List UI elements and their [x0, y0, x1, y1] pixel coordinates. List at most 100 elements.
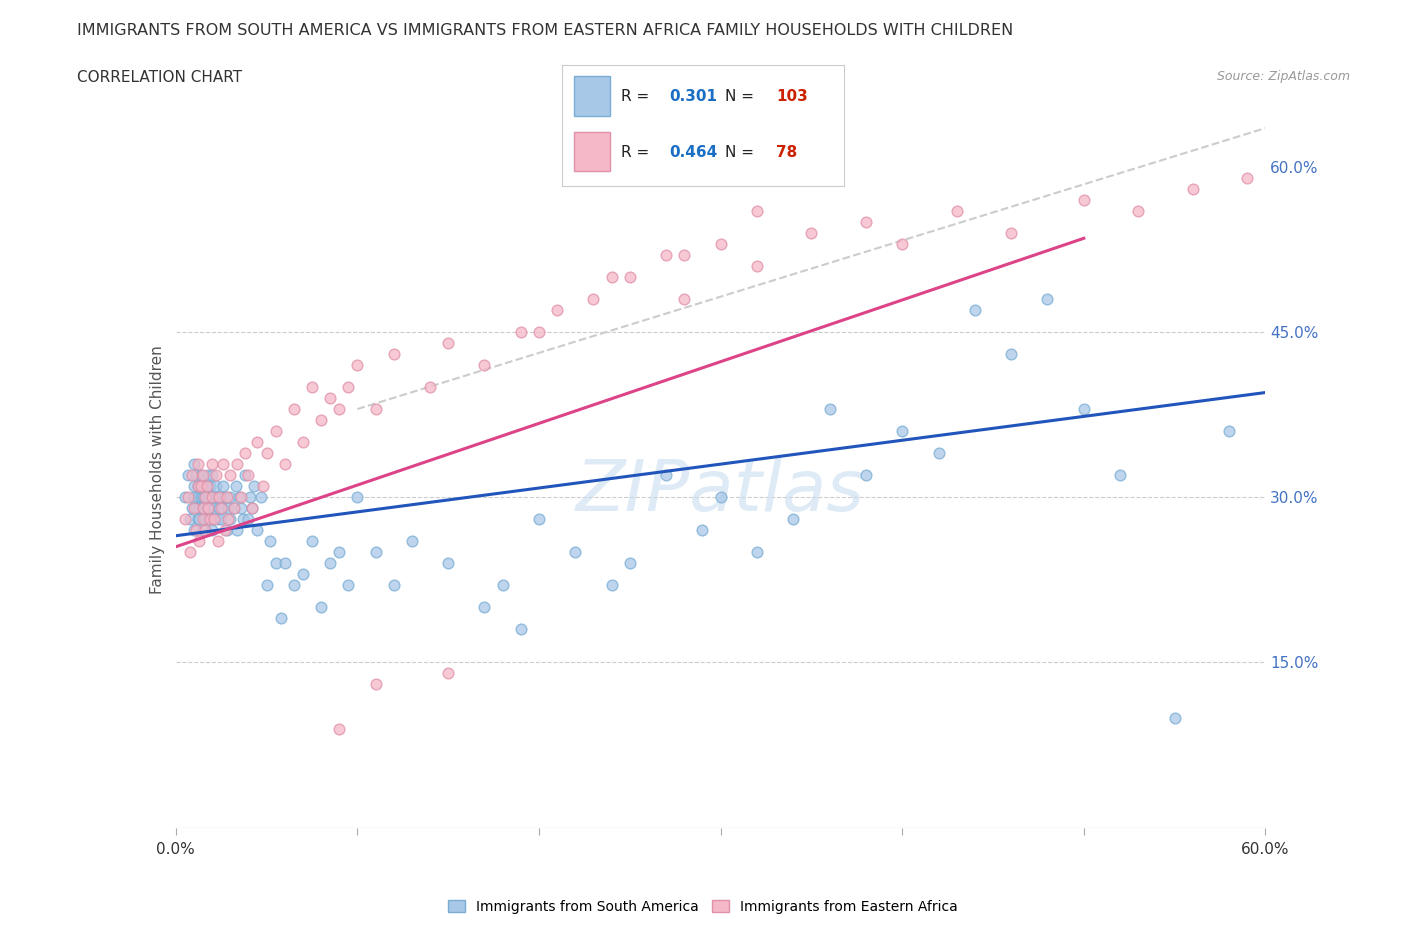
Point [188, 500, 211, 515]
Point [274, 457, 297, 472]
Point [191, 479, 214, 494]
Point [202, 500, 225, 515]
Point [173, 512, 195, 526]
Point [231, 500, 253, 515]
Point [891, 424, 914, 439]
Point [195, 479, 218, 494]
Point [309, 413, 332, 428]
Point [382, 578, 405, 592]
Point [800, 225, 823, 240]
Point [208, 500, 231, 515]
Point [188, 512, 211, 526]
Point [283, 402, 305, 417]
Point [217, 512, 239, 526]
Point [195, 500, 218, 515]
Point [1073, 402, 1095, 417]
Point [328, 721, 350, 736]
Point [201, 490, 224, 505]
Point [283, 578, 305, 592]
Point [401, 534, 423, 549]
Point [328, 402, 350, 417]
Point [186, 479, 209, 494]
Point [197, 500, 219, 515]
Point [184, 500, 207, 515]
Point [1128, 204, 1150, 219]
Point [191, 490, 214, 505]
Point [233, 468, 256, 483]
Point [246, 523, 269, 538]
Text: IMMIGRANTS FROM SOUTH AMERICA VS IMMIGRANTS FROM EASTERN AFRICA FAMILY HOUSEHOLD: IMMIGRANTS FROM SOUTH AMERICA VS IMMIGRA… [77, 23, 1014, 38]
Point [183, 479, 205, 494]
Point [437, 666, 460, 681]
Text: 103: 103 [776, 89, 808, 104]
Point [301, 534, 323, 549]
Point [222, 500, 245, 515]
Point [202, 512, 225, 526]
Point [209, 512, 232, 526]
Point [437, 556, 460, 571]
Point [201, 457, 224, 472]
Point [855, 214, 877, 229]
Point [246, 434, 269, 449]
Point [252, 479, 274, 494]
Point [201, 468, 224, 483]
Point [1218, 424, 1240, 439]
Point [619, 270, 641, 285]
Point [190, 468, 212, 483]
Point [231, 490, 253, 505]
Point [219, 512, 242, 526]
Point [745, 545, 768, 560]
Point [600, 270, 623, 285]
Text: N =: N = [725, 89, 755, 104]
Point [190, 479, 212, 494]
Point [186, 457, 209, 472]
Y-axis label: Family Households with Children: Family Households with Children [149, 345, 165, 594]
Point [225, 479, 247, 494]
Point [710, 236, 733, 251]
Point [745, 204, 768, 219]
Point [655, 468, 678, 483]
Point [264, 424, 287, 439]
Point [204, 479, 226, 494]
Point [782, 512, 804, 526]
Point [346, 357, 368, 372]
Point [201, 523, 224, 538]
Point [963, 302, 986, 317]
Legend: Immigrants from South America, Immigrants from Eastern Africa: Immigrants from South America, Immigrant… [449, 899, 957, 914]
Point [250, 490, 273, 505]
Point [891, 236, 914, 251]
Point [214, 490, 236, 505]
Text: Source: ZipAtlas.com: Source: ZipAtlas.com [1216, 70, 1350, 83]
Point [256, 578, 278, 592]
Point [200, 479, 222, 494]
Point [1181, 181, 1204, 196]
Point [183, 500, 205, 515]
Point [1163, 711, 1185, 725]
Point [177, 468, 200, 483]
Point [337, 379, 360, 394]
Point [215, 523, 238, 538]
Point [197, 468, 219, 483]
Point [228, 490, 250, 505]
Point [1000, 347, 1022, 362]
Point [600, 578, 623, 592]
Point [222, 500, 245, 515]
Point [419, 379, 441, 394]
Point [184, 523, 207, 538]
Point [232, 512, 254, 526]
Point [346, 490, 368, 505]
Text: 78: 78 [776, 145, 797, 160]
Point [291, 434, 314, 449]
Point [239, 490, 262, 505]
Point [188, 479, 211, 494]
Point [190, 490, 212, 505]
Point [181, 500, 204, 515]
Point [509, 622, 531, 637]
Text: N =: N = [725, 145, 755, 160]
Point [191, 512, 214, 526]
Point [207, 512, 229, 526]
Point [194, 490, 217, 505]
Point [183, 523, 205, 538]
Point [582, 291, 605, 306]
Point [212, 457, 235, 472]
